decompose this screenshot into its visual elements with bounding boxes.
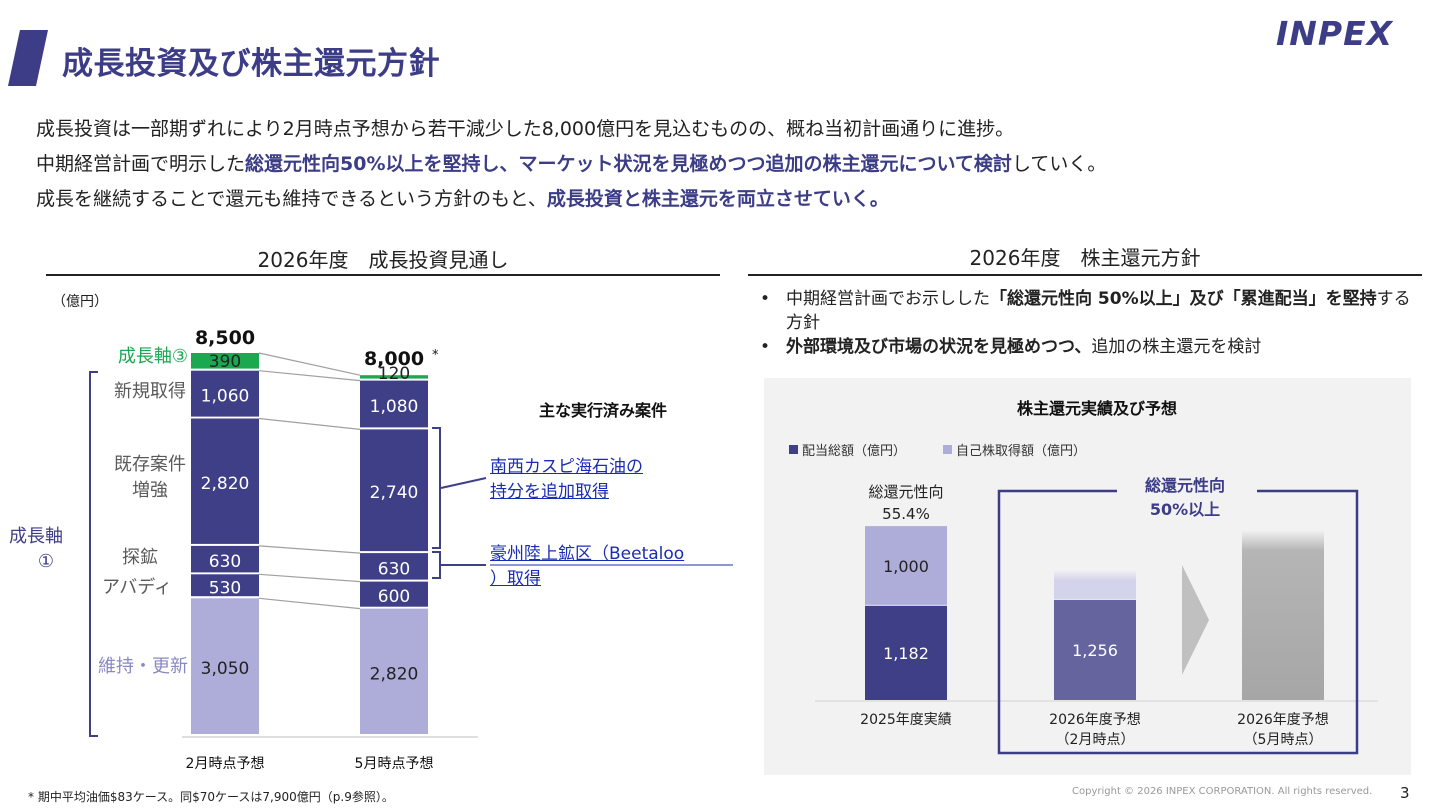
bar-total-label: 8,000 [364, 348, 424, 370]
lead-line-2: 中期経営計画で明示した総還元性向50%以上を堅持し、マーケット状況を見極めつつ追… [36, 153, 1107, 175]
bar-segment [191, 574, 259, 597]
page-title: 成長投資及び株主還元方針 [62, 46, 440, 82]
bar-segment [360, 380, 428, 428]
bar-segment [1054, 599, 1136, 700]
x-tick-label: 2月時点予想 [186, 756, 265, 772]
bar-segment [360, 608, 428, 734]
series-label: 維持・更新 [98, 656, 188, 677]
growth-investment-chart: 3,050 530 630 2,820 1,060 390 8,500 2月時点予想 2,820… [9, 327, 733, 772]
return-policy-bullets: 中期経営計画でお示しした「総還元性向 50%以上」及び「累進配当」を堅持する方針… [760, 287, 1420, 359]
executed-projects-title: 主な実行済み案件 [539, 401, 667, 420]
project-bracket [432, 427, 441, 549]
bar-segment [360, 581, 428, 607]
bar-value-label: 1,080 [370, 397, 419, 417]
bar-value-label: 2,820 [201, 474, 250, 494]
connector-line [258, 573, 361, 583]
connector-line [258, 417, 361, 430]
connector-line [258, 545, 361, 554]
bar-segment [360, 429, 428, 552]
bar-segment [360, 553, 428, 580]
bar-segment [191, 598, 259, 734]
chart-unit-label: （億円） [52, 294, 108, 310]
target-label-backdrop [1117, 470, 1257, 518]
project-pointer [440, 477, 487, 489]
connector-line [258, 370, 361, 382]
series-label: 成長軸③ [118, 346, 188, 367]
left-section-title: 2026年度 成長投資見通し [257, 248, 509, 272]
x-tick-label: 2025年度実績 [860, 712, 952, 728]
bar-segment [865, 526, 947, 605]
group-bracket [89, 371, 98, 737]
x-tick-label: 5月時点予想 [355, 756, 434, 772]
left-section-rule [46, 274, 720, 276]
bar-segment [360, 375, 428, 379]
series-label: 増強 [132, 480, 168, 501]
bar-value-label: 630 [378, 559, 410, 579]
link-beetaloo-acquisition[interactable]: 豪州陸上鉱区（Beetaloo ）取得 [490, 544, 685, 589]
chevron-right-icon [1182, 565, 1209, 675]
svg-text:INPEX: INPEX [1276, 14, 1394, 50]
right-section-rule [748, 274, 1422, 276]
bullet-item: 外部環境及び市場の状況を見極めつつ、追加の株主還元を検討 [760, 335, 1420, 359]
lead-line-3: 成長を継続することで還元も維持できるという方針のもと、成長投資と株主還元を両立さ… [36, 188, 889, 210]
chart-title: 株主還元実績及び予想 [1017, 399, 1177, 418]
bar-total-label: 8,500 [195, 327, 255, 349]
bar-segment-buyback-undecided [1054, 570, 1136, 599]
legend-label: 自己株取得額（億円） [956, 443, 1086, 459]
title-accent-bar [8, 30, 48, 86]
series-label: 既存案件 [114, 454, 186, 475]
x-tick-label: 2026年度予想 [1237, 712, 1329, 728]
x-tick-label: （2月時点） [1056, 732, 1135, 748]
series-label: 探鉱 [122, 547, 158, 568]
bar-segment [191, 370, 259, 417]
x-tick-label: （5月時点） [1244, 732, 1323, 748]
bar-value-label: 3,050 [201, 659, 250, 679]
lead-line-1: 成長投資は一部期ずれにより2月時点予想から若干減少した8,000億円を見込むもの… [36, 118, 1015, 140]
bar-segment [865, 605, 947, 700]
lead-line-3-emphasis: 成長投資と株主還元を両立させていく。 [546, 188, 889, 210]
footnote: * 期中平均油価$83ケース。同$70ケースは7,900億円（p.9参照）。 [28, 790, 394, 804]
bar-undecided [1242, 530, 1324, 700]
target-value: 50%以上 [1150, 500, 1220, 519]
bar-value-label: 120 [378, 364, 410, 384]
bar-segment [191, 545, 259, 573]
legend-label: 配当総額（億円） [802, 443, 906, 459]
bar-value-label: 1,000 [883, 557, 929, 576]
bullet-item: 中期経営計画でお示しした「総還元性向 50%以上」及び「累進配当」を堅持する方針 [760, 287, 1420, 335]
bar-value-label: 2,820 [370, 664, 419, 684]
project-bracket [432, 551, 441, 579]
connector-line [258, 597, 361, 610]
copyright: Copyright © 2026 INPEX CORPORATION. All … [1072, 786, 1373, 797]
legend-swatch [943, 445, 952, 454]
bar-value-label: 2,740 [370, 483, 419, 503]
bar-total-note: * [432, 348, 439, 363]
inpex-logo: INPEX [1276, 14, 1394, 50]
bar-value-label: 630 [209, 552, 241, 572]
series-label: 新規取得 [114, 381, 186, 402]
bar-value-label: 1,256 [1072, 641, 1118, 660]
legend-swatch [789, 445, 798, 454]
bar-value-label: 1,060 [201, 387, 250, 407]
series-label: アバディ [102, 577, 172, 598]
lead-line-2-emphasis: 総還元性向50%以上を堅持し、マーケット状況を見極めつつ追加の株主還元について検… [245, 153, 1012, 175]
bar-segment [191, 353, 259, 369]
bar-value-label: 390 [209, 352, 241, 372]
bar-value-label: 600 [378, 587, 410, 607]
group-label: ① [38, 551, 54, 572]
bar-value-label: 1,182 [883, 644, 929, 663]
group-label: 成長軸 [9, 526, 63, 547]
page-number: 3 [1400, 784, 1410, 802]
link-caspian-acquisition[interactable]: 南西カスピ海石油の 持分を追加取得 [490, 457, 643, 502]
bar-segment [191, 418, 259, 544]
bar-value-label: 530 [209, 578, 241, 598]
connector-line [258, 352, 361, 376]
target-label: 総還元性向 [1145, 476, 1225, 495]
right-section-title: 2026年度 株主還元方針 [969, 246, 1201, 270]
payout-ratio-label: 総還元性向 [868, 483, 943, 501]
x-tick-label: 2026年度予想 [1049, 712, 1141, 728]
payout-ratio-value: 55.4% [882, 505, 930, 523]
